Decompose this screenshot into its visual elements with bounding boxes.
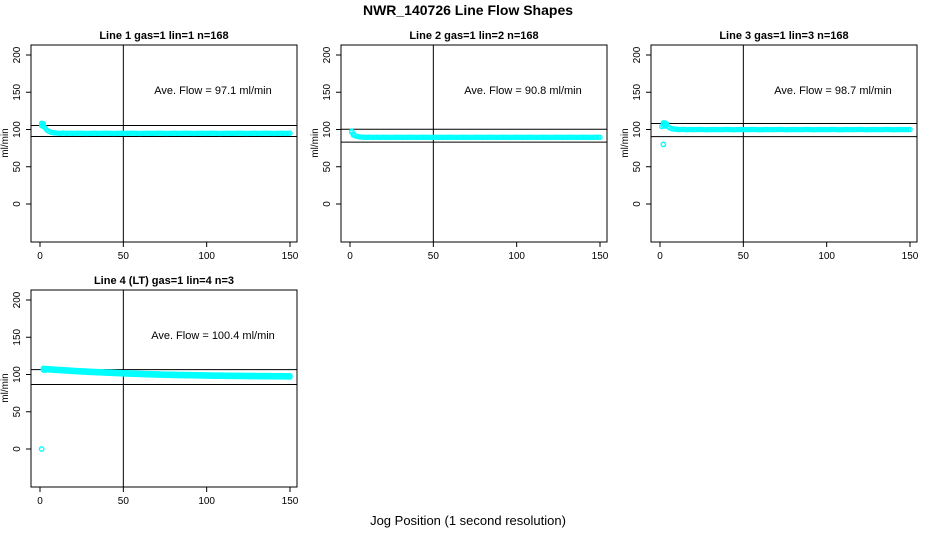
plot-box (650, 44, 918, 243)
x-tick-label: 150 (282, 496, 299, 507)
main-title: NWR_140726 Line Flow Shapes (362, 2, 574, 18)
x-axis: 0 50 100 150 (37, 487, 299, 507)
x-tick-label: 100 (818, 251, 835, 262)
y-tick-label: 50 (632, 161, 643, 173)
data-point (43, 366, 50, 373)
y-tick-label: 200 (12, 291, 23, 308)
x-tick-label: 150 (592, 251, 609, 262)
x-tick-label: 100 (198, 251, 215, 262)
y-axis: 0 50 100 150 200 (12, 291, 31, 452)
y-tick-label: 150 (12, 328, 23, 345)
data-points (38, 120, 293, 137)
y-tick-label: 100 (632, 121, 643, 138)
subplot-line-1: Line 1 gas=1 lin=1 n=168 0 50 100 150 0 50 100 1… (0, 30, 299, 262)
y-tick-label: 0 (322, 201, 333, 207)
y-tick-label: 200 (12, 46, 23, 63)
y-tick-label: 150 (12, 83, 23, 100)
x-axis-figure-label: Jog Position (1 second resolution) (370, 513, 566, 528)
ave-flow-annotation: Ave. Flow = 100.4 ml/min (151, 330, 275, 342)
x-tick-label: 100 (198, 496, 215, 507)
ave-flow-annotation: Ave. Flow = 90.8 ml/min (464, 85, 581, 97)
ave-flow-annotation: Ave. Flow = 98.7 ml/min (774, 85, 891, 97)
y-tick-label: 0 (12, 201, 23, 207)
data-point (40, 120, 47, 127)
x-tick-label: 150 (282, 251, 299, 262)
plot-box (340, 44, 608, 243)
data-point (663, 121, 670, 127)
subplot-title: Line 2 gas=1 lin=2 n=168 (409, 30, 538, 42)
x-axis: 0 50 100 150 (347, 242, 609, 262)
ave-flow-annotation: Ave. Flow = 97.1 ml/min (154, 85, 271, 97)
y-axis: 0 50 100 150 200 (322, 46, 341, 207)
y-tick-label: 100 (12, 366, 23, 383)
x-tick-label: 0 (37, 251, 43, 262)
y-axis-label: ml/min (310, 128, 321, 157)
x-tick-label: 50 (738, 251, 750, 262)
x-tick-label: 100 (508, 251, 525, 262)
data-point (907, 126, 913, 133)
data-points (38, 365, 293, 452)
plot-box (30, 289, 298, 488)
y-tick-label: 0 (12, 446, 23, 452)
y-axis-label: ml/min (620, 128, 631, 157)
y-tick-label: 0 (632, 201, 643, 207)
data-points (348, 128, 603, 141)
subplot-line-4: Line 4 (LT) gas=1 lin=4 n=3 0 50 100 150 0 50 1… (0, 275, 299, 507)
x-axis: 0 50 100 150 (37, 242, 299, 262)
y-axis-label: ml/min (0, 373, 11, 402)
y-tick-label: 100 (12, 121, 23, 138)
x-tick-label: 50 (428, 251, 440, 262)
data-point (597, 134, 603, 141)
outlier-point (660, 141, 667, 148)
y-tick-label: 50 (12, 406, 23, 418)
subplot-line-2: Line 2 gas=1 lin=2 n=168 0 50 100 150 0 50 100 1… (310, 30, 609, 262)
y-axis-label: ml/min (0, 128, 11, 157)
y-tick-label: 150 (322, 83, 333, 100)
data-point (287, 130, 293, 136)
data-point (350, 132, 357, 138)
y-tick-label: 50 (12, 161, 23, 173)
y-tick-label: 100 (322, 121, 333, 138)
y-axis: 0 50 100 150 200 (12, 46, 31, 207)
x-tick-label: 50 (118, 496, 130, 507)
subplot-title: Line 3 gas=1 lin=3 n=168 (719, 30, 848, 42)
x-tick-label: 150 (902, 251, 919, 262)
x-tick-label: 0 (347, 251, 353, 262)
x-tick-label: 0 (37, 496, 43, 507)
y-tick-label: 50 (322, 161, 333, 173)
x-tick-label: 0 (657, 251, 663, 262)
subplot-line-3: Line 3 gas=1 lin=3 n=168 0 50 100 150 0 50 100 1… (620, 30, 919, 262)
plot-box (30, 44, 298, 243)
y-tick-label: 200 (632, 46, 643, 63)
y-tick-label: 200 (322, 46, 333, 63)
x-tick-label: 50 (118, 251, 130, 262)
x-axis: 0 50 100 150 (657, 242, 919, 262)
y-axis: 0 50 100 150 200 (632, 46, 651, 207)
data-points (658, 120, 913, 148)
y-tick-label: 150 (632, 83, 643, 100)
data-point (40, 123, 47, 130)
data-point (287, 372, 293, 379)
subplot-title: Line 4 (LT) gas=1 lin=4 n=3 (94, 275, 234, 287)
subplot-title: Line 1 gas=1 lin=1 n=168 (99, 30, 228, 42)
outlier-point (38, 446, 45, 452)
